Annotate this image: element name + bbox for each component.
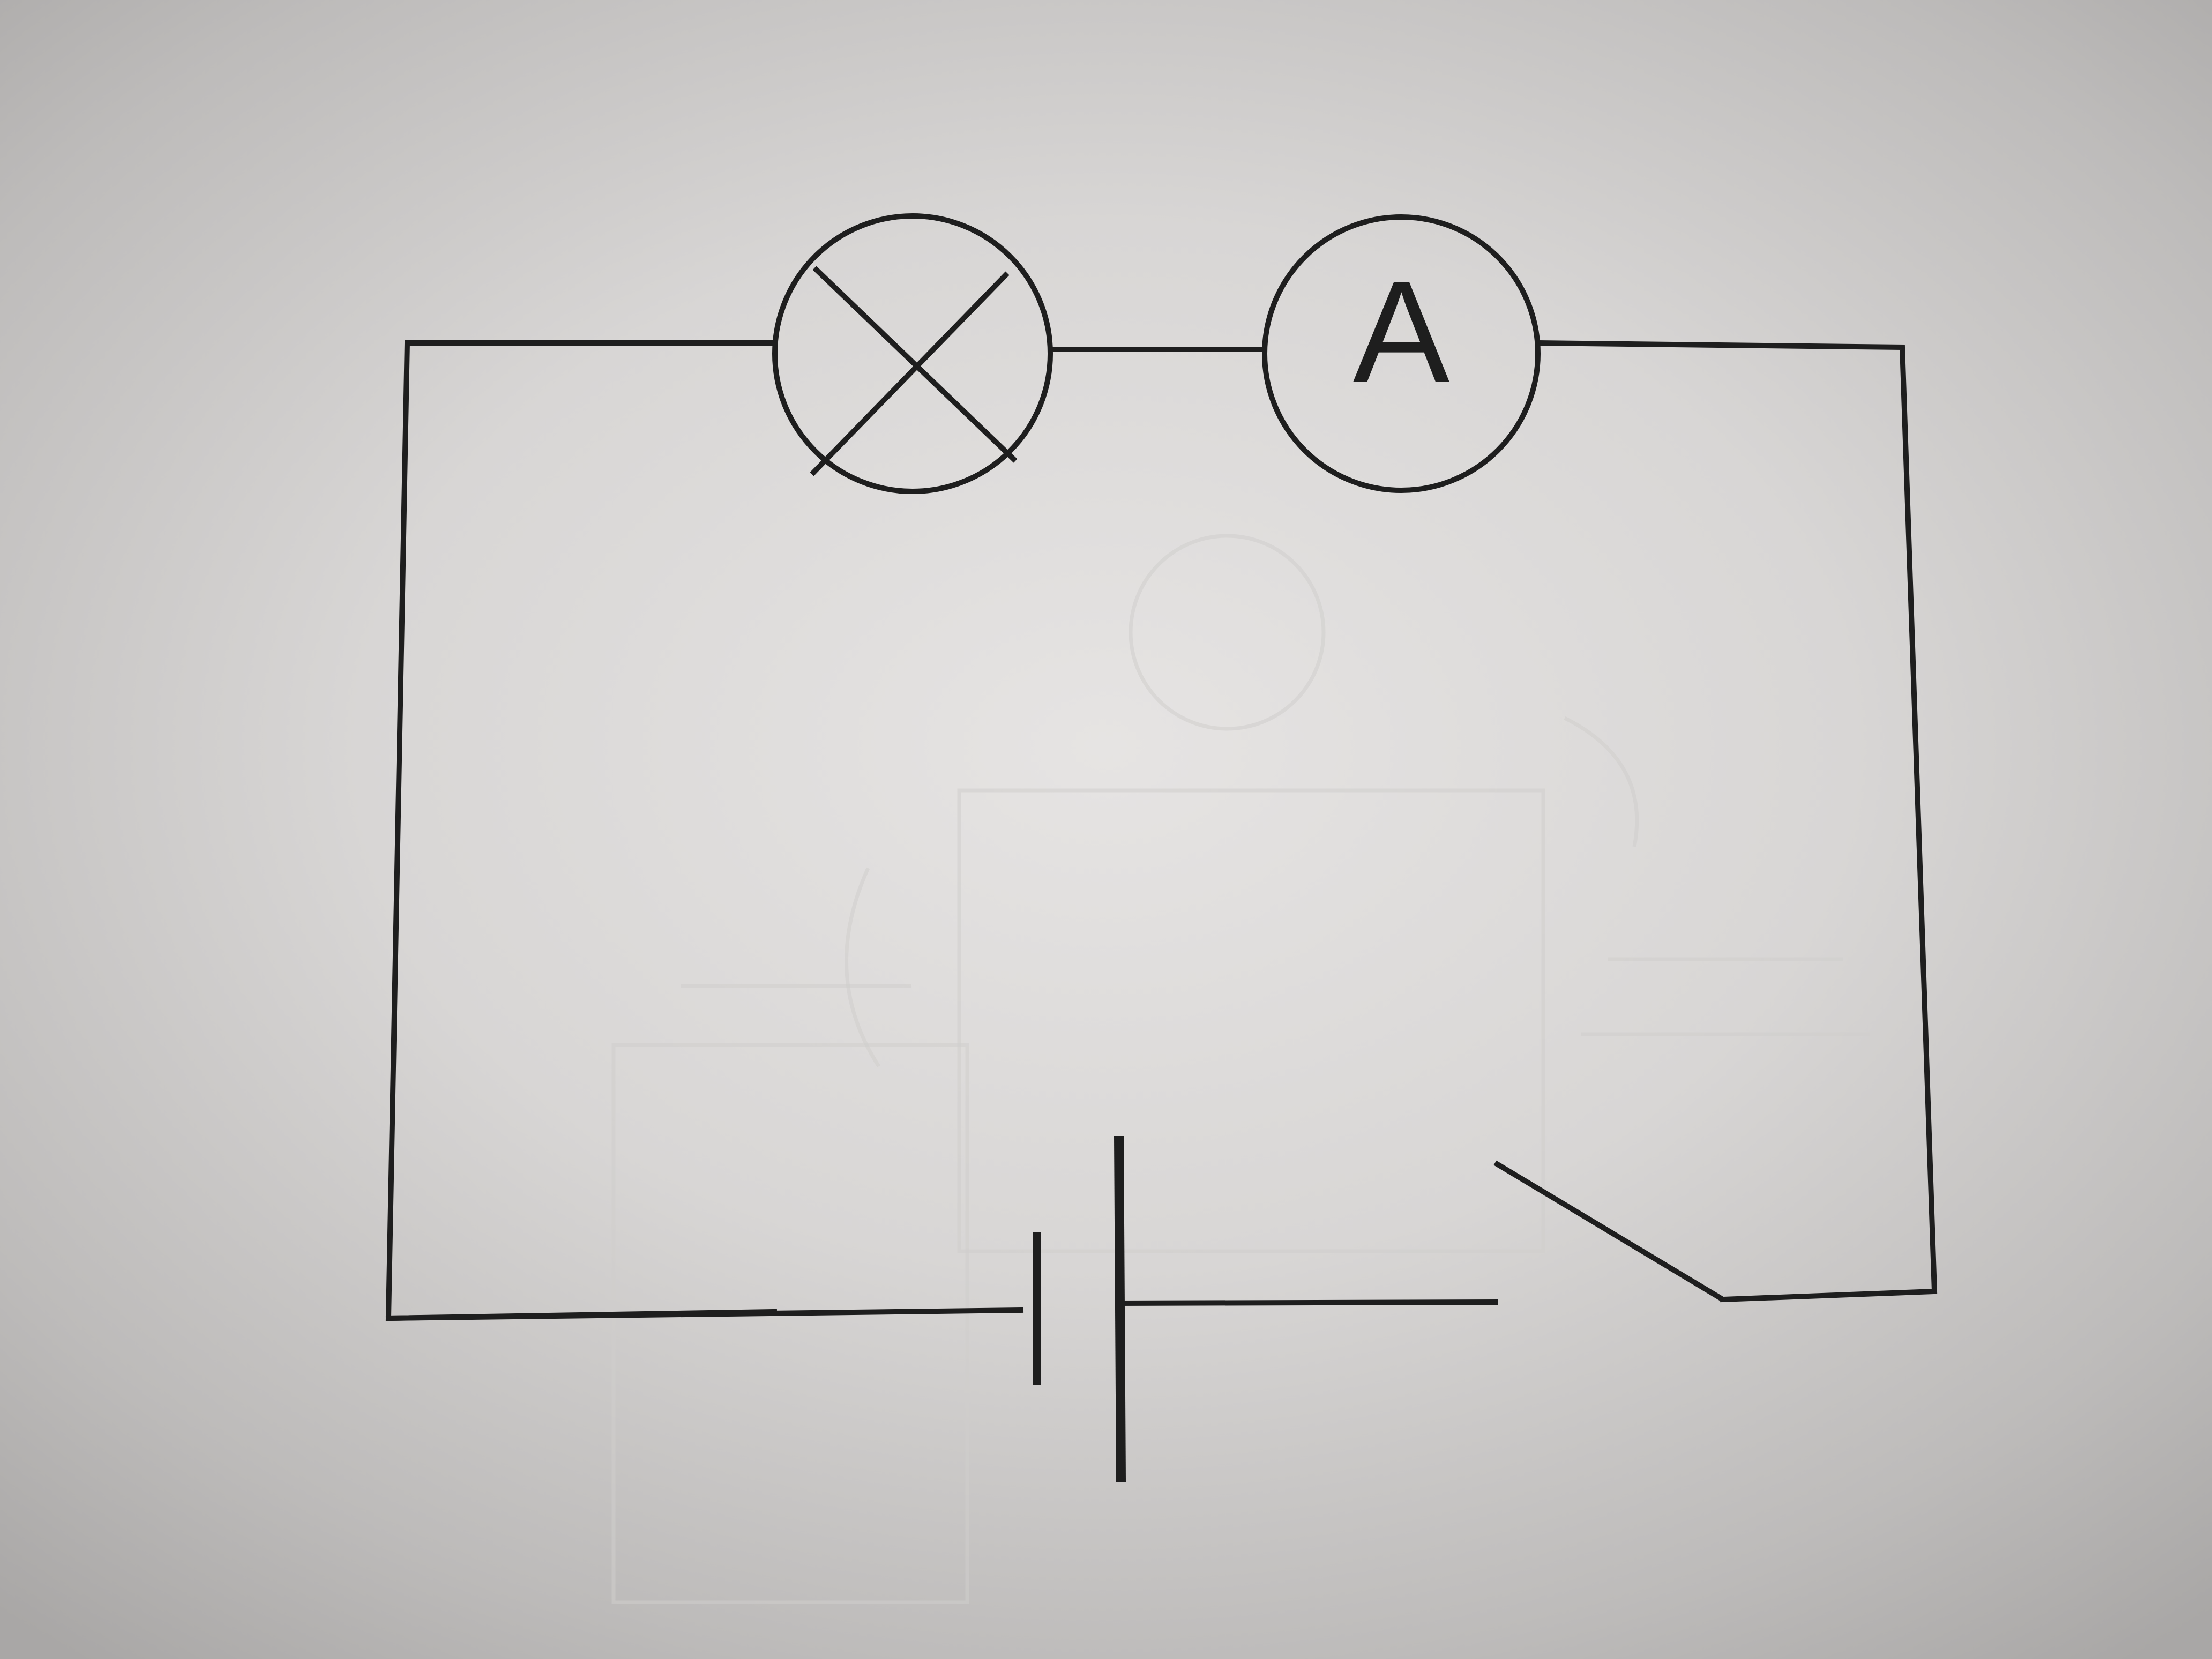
cell-symbol xyxy=(1033,1135,1126,1482)
ammeter-label: A xyxy=(1353,251,1450,413)
ammeter-symbol: A xyxy=(1262,214,1541,493)
wire-left-bottom-to-cell xyxy=(385,1307,1024,1321)
cell-long-plate xyxy=(1114,1135,1126,1482)
wire-left-top-to-lamp xyxy=(385,340,778,1321)
switch-blade xyxy=(1493,1160,1724,1302)
show-through-ghost xyxy=(611,534,1870,1604)
wire-cell-to-switch xyxy=(1117,1299,1498,1306)
lamp-symbol xyxy=(772,213,1053,494)
switch-symbol xyxy=(1493,1160,1724,1302)
wire-ammeter-to-right xyxy=(1535,340,1938,1303)
